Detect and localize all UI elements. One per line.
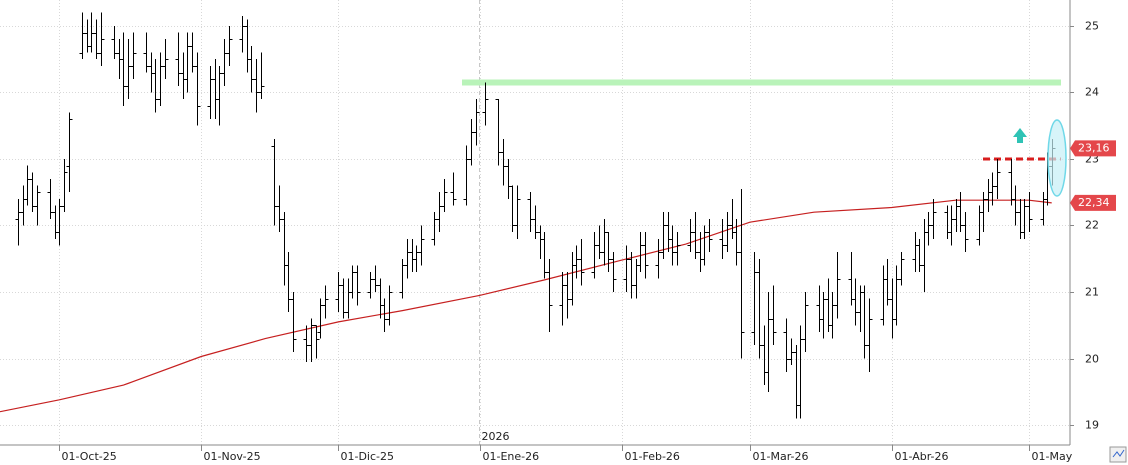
ohlc-bar xyxy=(313,325,320,359)
ohlc-bar xyxy=(738,188,745,359)
ohlc-bar xyxy=(34,185,41,226)
ohlc-bar xyxy=(354,265,361,306)
ohlc-bar xyxy=(1026,192,1033,233)
ohlc-bar xyxy=(130,32,137,80)
ohlc-bar xyxy=(578,238,585,286)
x-tick-label: 01-Oct-25 xyxy=(62,450,117,463)
x-tick-label: 01-Nov-25 xyxy=(204,450,261,463)
ohlc-bar xyxy=(290,292,297,352)
ohlc-bar xyxy=(546,258,553,332)
ohlc-bar xyxy=(322,285,329,319)
y-tick-label: 20 xyxy=(1085,353,1099,366)
x-tick-label: 01-Mar-26 xyxy=(753,450,809,463)
ohlc-bar xyxy=(98,12,105,66)
ohlc-bar xyxy=(66,112,73,193)
ohlc-bar xyxy=(866,298,873,372)
ohlc-bar xyxy=(674,232,681,266)
price-label: 22,34 xyxy=(1078,196,1110,209)
ohlc-bar xyxy=(898,252,905,286)
corner-icon xyxy=(1112,449,1125,458)
ohlc-bar xyxy=(418,225,425,266)
ohlc-bar xyxy=(162,39,169,80)
ohlc-bar xyxy=(642,232,649,279)
x-tick-label: 01-Feb-26 xyxy=(625,450,680,463)
ohlc-bar xyxy=(802,292,809,352)
ohlc-bar xyxy=(258,52,265,100)
x-tick-label: 01-May xyxy=(1032,450,1073,463)
overlay xyxy=(0,79,1061,413)
ohlc-bar xyxy=(834,252,841,319)
ohlc-bar xyxy=(930,198,937,239)
y-tick-label: 24 xyxy=(1085,86,1099,99)
y-tick-label: 22 xyxy=(1085,219,1099,232)
year-label: 2026 xyxy=(482,430,510,443)
ohlc-bar xyxy=(514,185,521,239)
x-tick-label: 01-Ene-26 xyxy=(483,450,540,463)
ohlc-bar xyxy=(962,212,969,253)
y-tick-label: 25 xyxy=(1085,20,1099,33)
price-label: 23,16 xyxy=(1078,141,1110,154)
ohlc-bar xyxy=(473,99,480,146)
ohlc-bar xyxy=(994,158,1001,199)
y-tick-label: 21 xyxy=(1085,286,1099,299)
y-tick-label: 19 xyxy=(1085,419,1099,432)
ohlc-bar xyxy=(386,285,393,326)
ohlc-bar xyxy=(706,218,713,253)
ohlc-bar xyxy=(450,172,457,206)
bars xyxy=(15,12,1056,419)
price-label-box xyxy=(1070,194,1116,211)
ohlc-bar xyxy=(194,52,201,126)
highlight-ellipse xyxy=(1047,119,1067,197)
moving-average-line xyxy=(0,199,1052,413)
ohlc-bar xyxy=(770,285,777,346)
up-arrow xyxy=(1013,128,1027,143)
price-label-box xyxy=(1070,140,1116,157)
x-tick-label: 01-Dic-25 xyxy=(341,450,395,463)
x-tick-label: 01-Abr-26 xyxy=(895,450,949,463)
ohlc-bar xyxy=(226,25,233,66)
ohlc-bar xyxy=(61,158,68,213)
ohlc-bar xyxy=(441,178,448,213)
ohlc-bar xyxy=(610,252,617,293)
corner-button[interactable] xyxy=(1109,446,1127,463)
ohlc-bar xyxy=(482,82,489,126)
